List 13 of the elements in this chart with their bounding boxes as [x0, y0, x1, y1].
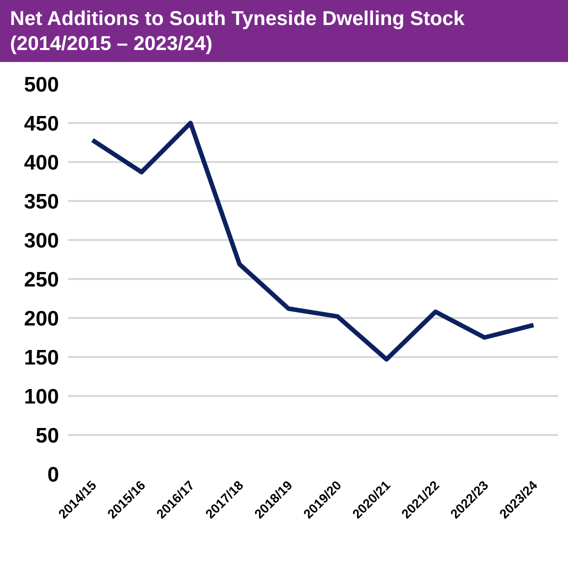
y-tick-label: 300: [24, 229, 59, 252]
line-series: [90, 120, 536, 362]
y-tick-label: 250: [24, 268, 59, 292]
y-tick-label: 100: [24, 385, 59, 408]
y-tick-label: 450: [24, 112, 59, 136]
y-tick-label: 350: [24, 190, 59, 214]
y-tick-label: 400: [24, 151, 59, 174]
chart-title: Net Additions to South Tyneside Dwelling Stock (2014/2015 – 2023/24): [0, 0, 568, 62]
y-tick-label: 50: [36, 424, 59, 448]
y-tick-label: 0: [47, 463, 59, 486]
y-tick-label: 200: [24, 307, 59, 330]
y-tick-label: 500: [24, 73, 59, 96]
y-tick-label: 150: [24, 346, 59, 370]
